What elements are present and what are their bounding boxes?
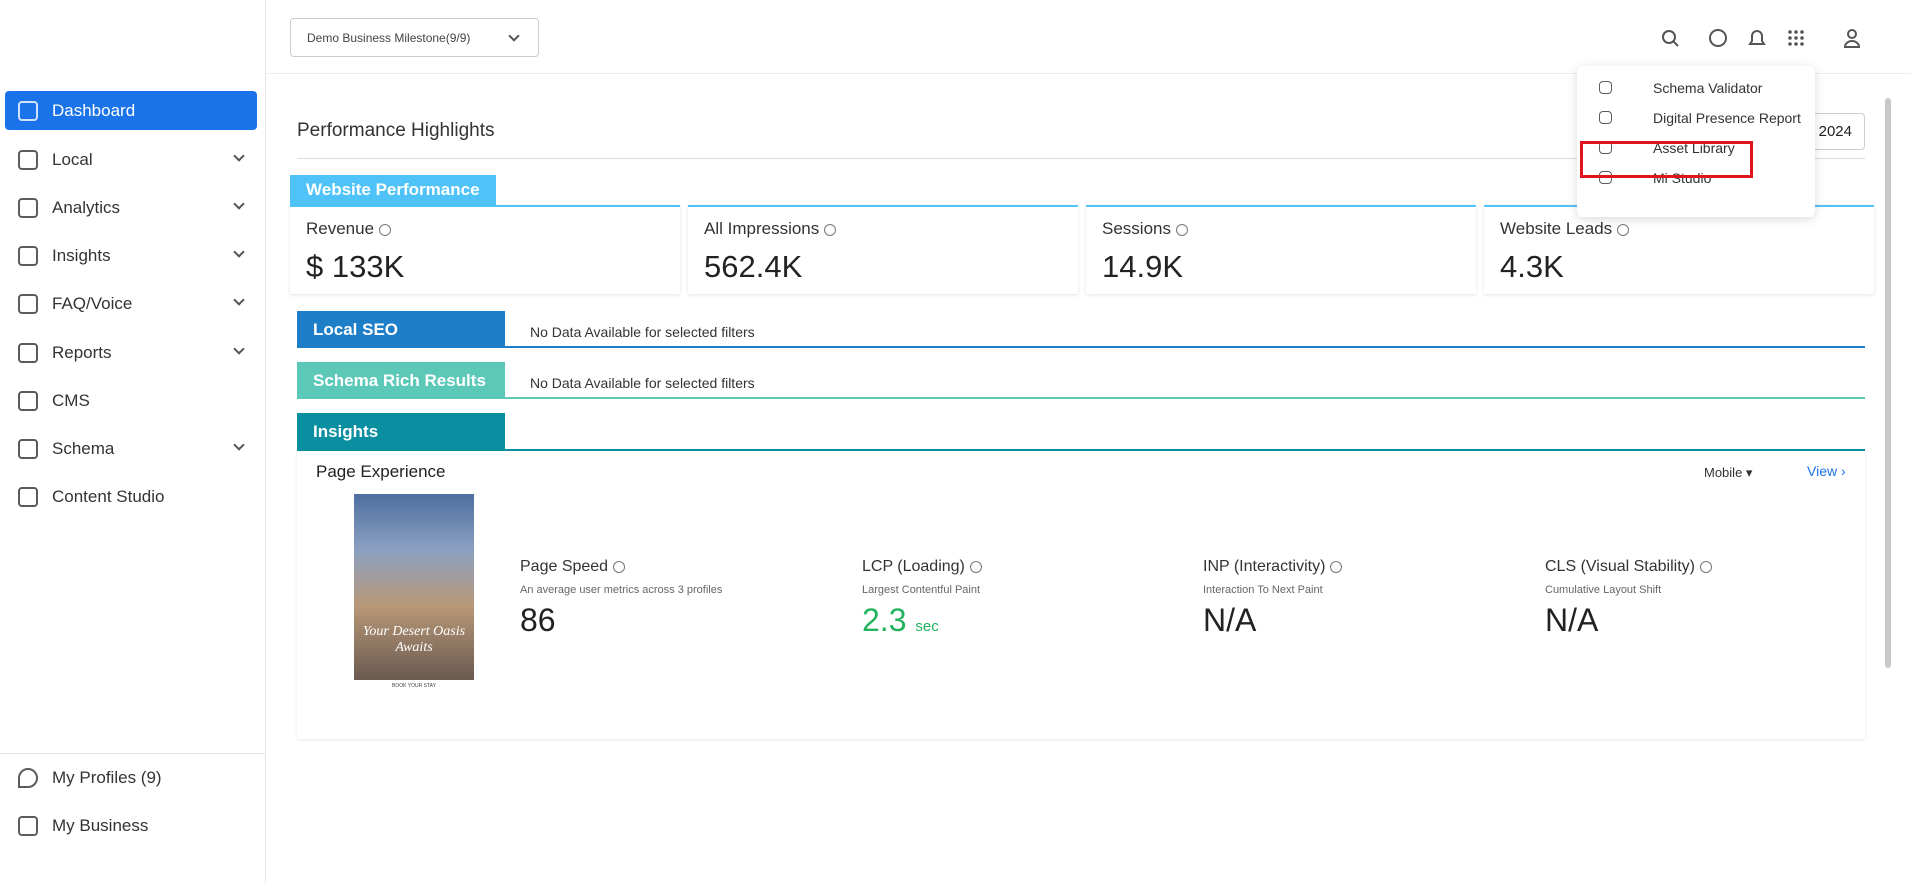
- metric-title: LCP (Loading): [862, 558, 965, 575]
- metric-value: N/A: [1203, 602, 1257, 638]
- nav-label: FAQ/Voice: [52, 293, 133, 313]
- date-label: 2024: [1818, 123, 1852, 140]
- nav-item[interactable]: Analytics: [5, 188, 257, 227]
- user-icon[interactable]: [1843, 29, 1861, 48]
- metric-title: Page Speed: [520, 558, 609, 575]
- nav-item[interactable]: Reports: [5, 333, 257, 372]
- menu-item[interactable]: Schema Validator: [1577, 73, 1815, 103]
- nav-item[interactable]: My Business: [5, 806, 257, 845]
- help-icon[interactable]: [1709, 29, 1727, 47]
- section-tab: Website Performance: [290, 175, 496, 205]
- kpi-value: 4.3K: [1500, 249, 1564, 284]
- menu-label: Asset Library: [1653, 140, 1735, 156]
- empty-message: No Data Available for selected filters: [530, 375, 755, 391]
- view-label: View: [1807, 463, 1838, 479]
- page-title: Performance Highlights: [297, 120, 495, 141]
- sidebar: Dashboard Local Analytics Insights FAQ/Voice…: [0, 0, 266, 883]
- metric-value: N/A: [1545, 602, 1599, 638]
- nav-item[interactable]: CMS: [5, 381, 257, 420]
- kpi-label: Website Leads: [1500, 219, 1613, 238]
- highlight-box: [1580, 141, 1753, 178]
- metric-value: 86: [520, 602, 556, 638]
- nav-item[interactable]: Content Studio: [5, 477, 257, 516]
- metric-subtitle: An average user metrics across 3 profile…: [520, 584, 723, 596]
- select-label: Demo Business Milestone(9/9): [307, 30, 471, 45]
- nav-label: Reports: [52, 342, 112, 362]
- kpi-value: 562.4K: [704, 249, 803, 284]
- metric: CLS (Visual Stability) Cumulative Layout …: [1545, 558, 1865, 639]
- panel-title: Page Experience: [316, 462, 446, 481]
- kpi-label: All Impressions: [704, 219, 820, 238]
- metric-subtitle: Largest Contentful Paint: [862, 584, 981, 596]
- metric-subtitle: Cumulative Layout Shift: [1545, 584, 1662, 596]
- menu-label: Digital Presence Report: [1653, 110, 1801, 126]
- metric-value: 2.3: [862, 602, 907, 638]
- nav-item[interactable]: Schema: [5, 429, 257, 468]
- device-select[interactable]: Mobile ▾: [1704, 465, 1753, 480]
- nav-label: Local: [52, 149, 93, 169]
- metric: LCP (Loading) Largest Contentful Paint 2.3…: [862, 558, 1182, 639]
- thumbnail: Your Desert Oasis Awaits: [354, 494, 474, 680]
- menu-label: Mi Studio: [1653, 170, 1712, 186]
- metric-title: CLS (Visual Stability): [1545, 558, 1695, 575]
- device-label: Mobile: [1704, 465, 1743, 480]
- kpi-label: Sessions: [1102, 219, 1171, 238]
- top-icons: [1662, 29, 1861, 48]
- thumbnail-headline: Your Desert Oasis Awaits: [362, 624, 466, 655]
- business-select[interactable]: Demo Business Milestone(9/9): [290, 18, 539, 57]
- nav-item[interactable]: My Profiles (9): [5, 758, 257, 797]
- metric: Page Speed An average user metrics across…: [520, 558, 840, 639]
- nav-item[interactable]: Dashboard: [5, 91, 257, 130]
- nav-item[interactable]: Local: [5, 140, 257, 179]
- section-tab: Local SEO: [297, 311, 505, 348]
- section-tab: Schema Rich Results: [297, 362, 505, 399]
- empty-message: No Data Available for selected filters: [530, 324, 755, 340]
- apps-icon[interactable]: [1788, 30, 1804, 46]
- menu-label: Schema Validator: [1653, 80, 1763, 96]
- topbar: [266, 0, 1911, 74]
- nav-label: Dashboard: [52, 100, 136, 120]
- scrollbar: [1885, 98, 1891, 668]
- thumbnail-caption: BOOK YOUR STAY: [392, 683, 436, 689]
- nav-label: Content Studio: [52, 486, 165, 506]
- search-icon[interactable]: [1662, 30, 1679, 47]
- kpi-card: All Impressions 562.4K: [688, 205, 1078, 294]
- section-tab: Insights: [297, 413, 505, 450]
- metric-title: INP (Interactivity): [1203, 558, 1326, 575]
- kpi-card: Sessions 14.9K: [1086, 205, 1476, 294]
- nav-label: Schema: [52, 438, 115, 458]
- kpi-card: Revenue $ 133K: [290, 205, 680, 294]
- nav-label: My Profiles (9): [52, 767, 162, 787]
- kpi-value: $ 133K: [306, 249, 405, 284]
- metric-unit: sec: [915, 618, 939, 635]
- nav-item[interactable]: Insights: [5, 236, 257, 275]
- nav-label: My Business: [52, 815, 149, 835]
- view-link[interactable]: View ›: [1807, 463, 1846, 479]
- metric-subtitle: Interaction To Next Paint: [1203, 584, 1323, 596]
- nav-label: Analytics: [52, 197, 121, 217]
- bell-icon[interactable]: [1748, 30, 1766, 45]
- metric: INP (Interactivity) Interaction To Next P…: [1203, 558, 1523, 639]
- kpi-card: Website Leads 4.3K: [1484, 205, 1874, 294]
- kpi-value: 14.9K: [1102, 249, 1184, 284]
- menu-item[interactable]: Digital Presence Report: [1577, 103, 1815, 133]
- nav-item[interactable]: FAQ/Voice: [5, 284, 257, 323]
- nav-label: CMS: [52, 390, 90, 410]
- nav-label: Insights: [52, 245, 111, 265]
- kpi-label: Revenue: [306, 219, 375, 238]
